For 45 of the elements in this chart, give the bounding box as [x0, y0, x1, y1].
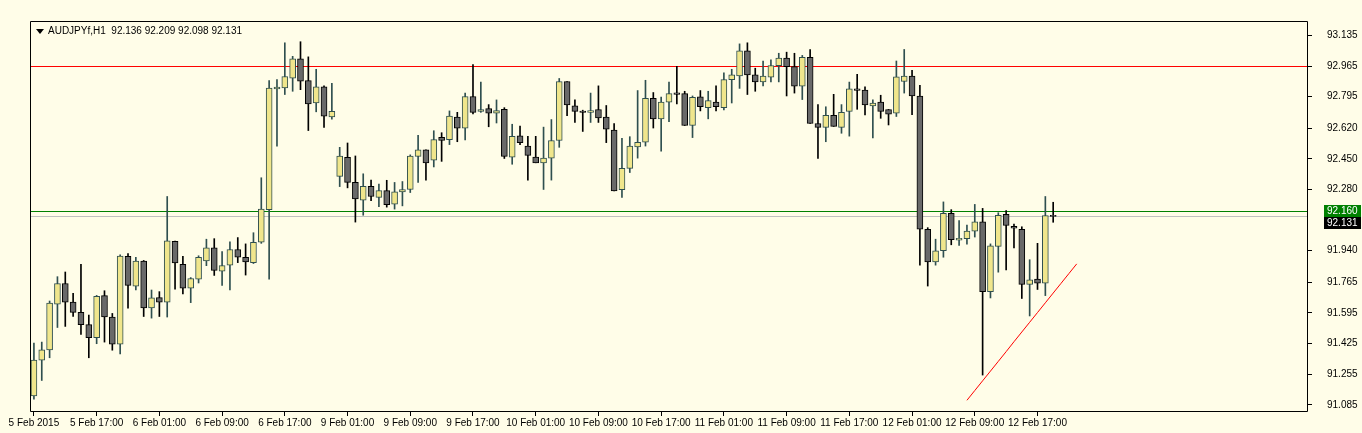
- x-tick-label: 6 Feb 09:00: [195, 416, 250, 428]
- y-tick-label: 91.595: [1327, 306, 1359, 318]
- x-tick-label: 11 Feb 17:00: [820, 416, 879, 428]
- candlestick: [955, 220, 963, 246]
- x-tick-label: 11 Feb 09:00: [757, 416, 817, 428]
- y-tick-label: 92.620: [1327, 121, 1359, 133]
- x-tick-label: 10 Feb 09:00: [568, 416, 629, 428]
- x-tick-label: 12 Feb 01:00: [882, 416, 942, 428]
- x-tick-label: 10 Feb 17:00: [631, 416, 692, 428]
- candlestick: [673, 65, 681, 105]
- x-tick-label: 9 Feb 01:00: [320, 416, 375, 428]
- x-tick-label: 5 Feb 2015: [8, 416, 60, 428]
- candlestick: [281, 42, 289, 95]
- x-tick-label: 11 Feb 01:00: [694, 416, 754, 428]
- y-tick-label: 93.135: [1327, 29, 1359, 41]
- y-tick-label: 91.765: [1327, 276, 1359, 288]
- x-tick-label: 10 Feb 01:00: [506, 416, 566, 428]
- y-tick-label: 92.795: [1327, 90, 1359, 102]
- y-tick-label: 92.965: [1327, 59, 1359, 71]
- y-tick-label: 92.280: [1327, 183, 1359, 195]
- x-tick-label: 9 Feb 17:00: [446, 416, 501, 428]
- ref-line-label: 92.160: [1327, 205, 1359, 217]
- candlestick: [728, 68, 736, 104]
- y-tick-label: 91.425: [1327, 337, 1359, 349]
- ref-line-label: 92.131: [1327, 217, 1359, 229]
- candlestick: [579, 109, 587, 132]
- candlestick: [853, 74, 861, 110]
- candlestick: [532, 135, 540, 164]
- x-tick-label: 6 Feb 17:00: [258, 416, 312, 428]
- x-tick-label: 6 Feb 01:00: [132, 416, 187, 428]
- y-tick-label: 92.450: [1327, 152, 1359, 164]
- candlestick: [900, 49, 908, 94]
- y-tick-label: 91.255: [1327, 367, 1359, 379]
- candlestick: [814, 104, 822, 159]
- chart-title: AUDJPYf,H1 92.136 92.209 92.098 92.131: [48, 24, 243, 36]
- x-tick-label: 12 Feb 09:00: [945, 416, 1005, 428]
- candlestick: [218, 251, 226, 286]
- candlestick: [477, 81, 485, 113]
- x-tick-label: 5 Feb 17:00: [69, 416, 124, 428]
- candlestick: [1010, 223, 1018, 249]
- candlestick: [1049, 201, 1057, 223]
- y-tick-label: 91.085: [1327, 398, 1359, 410]
- x-tick-label: 9 Feb 09:00: [383, 416, 438, 428]
- y-tick-label: 91.940: [1327, 244, 1359, 256]
- x-tick-label: 12 Feb 17:00: [1008, 416, 1068, 428]
